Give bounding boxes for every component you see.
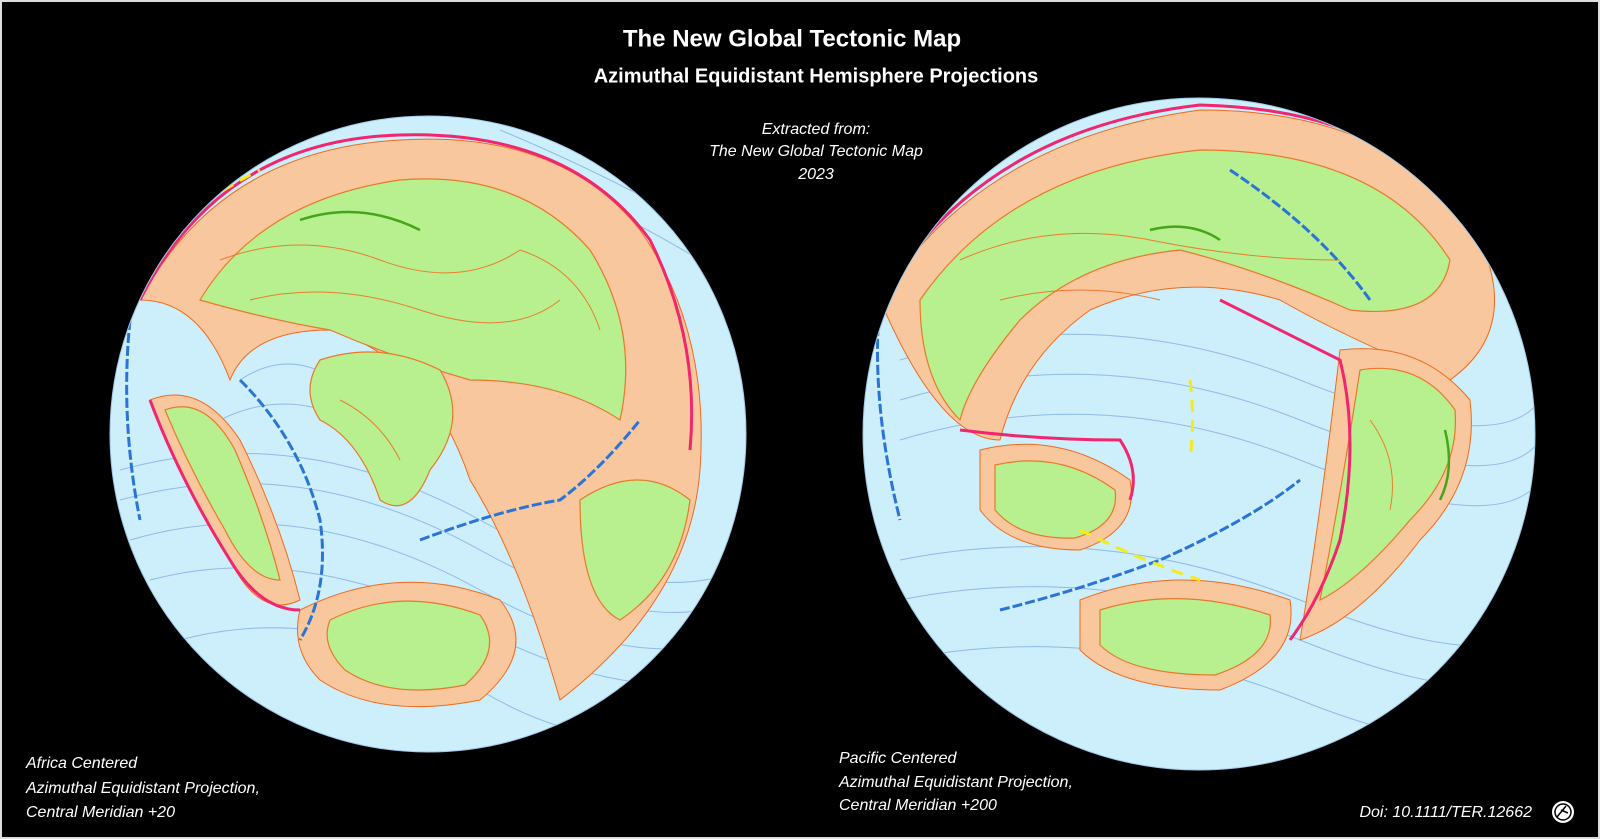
map-caption: Azimuthal Equidistant Projection, [25, 780, 260, 797]
source-note: Extracted from: [762, 121, 870, 138]
map-caption: Central Meridian +20 [26, 804, 175, 821]
doi: Doi: 10.1111/TER.12662 [1359, 804, 1532, 821]
globe-pacific-centered [862, 97, 1536, 771]
map-caption: Africa Centered [25, 755, 138, 772]
eurasia [199, 178, 627, 421]
title: The New Global Tectonic Map [623, 25, 961, 52]
source-note: 2023 [797, 166, 834, 183]
map-caption: Pacific Centered [839, 750, 957, 767]
globe-outline [109, 115, 747, 753]
globe-africa-centered [109, 115, 747, 753]
subtitle: Azimuthal Equidistant Hemisphere Project… [594, 65, 1039, 87]
globe-outline [862, 97, 1536, 771]
logo [1552, 801, 1574, 823]
map-caption: Central Meridian +200 [839, 797, 997, 814]
africa [309, 351, 454, 507]
antarctica [1099, 598, 1271, 676]
australia [579, 479, 691, 621]
australia [994, 460, 1117, 539]
south-america [164, 406, 281, 581]
asia-north-america [919, 149, 1451, 422]
antarctica [326, 600, 491, 691]
map-caption: Azimuthal Equidistant Projection, [838, 774, 1073, 791]
source-note: The New Global Tectonic Map [709, 143, 923, 160]
south-america [1319, 367, 1457, 602]
